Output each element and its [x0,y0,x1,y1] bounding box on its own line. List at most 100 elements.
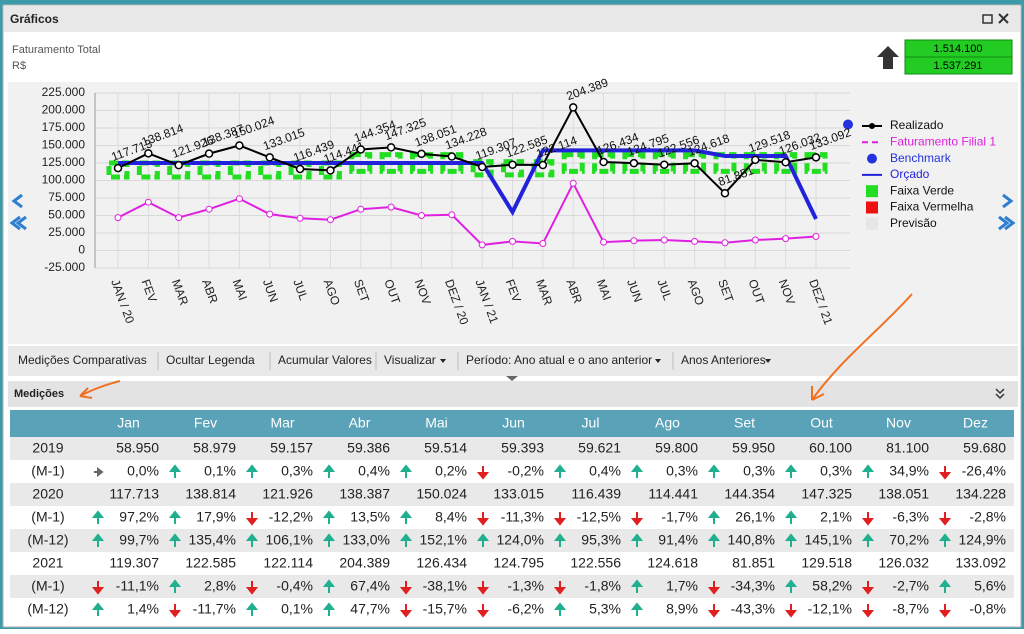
cell: -0,2% [507,463,544,479]
legend-box [866,201,878,214]
line [117,181,817,246]
trend-arrow [784,579,798,593]
first-button[interactable] [9,215,27,231]
trend-arrow [245,602,259,616]
toolbar-button[interactable]: Medições Comparativas [18,353,147,367]
point [721,239,729,247]
cell: 140,8% [728,532,775,548]
prev-button[interactable] [11,193,23,209]
cell: 134.228 [955,486,1006,502]
close-button[interactable] [998,13,1009,24]
point [782,235,790,243]
cell: 59.680 [963,440,1006,456]
legend-label: Previsão [890,216,937,230]
point [114,214,122,222]
trend-arrow [784,533,798,547]
toolbar-button[interactable]: Anos Anteriores [681,353,766,367]
column-header: Out [810,415,833,431]
trend-arrow [91,602,105,616]
next-button[interactable] [1002,193,1014,209]
cell: 8,4% [435,509,467,525]
toolbar-items: Medições Comparativas Ocultar Legenda Acum… [18,352,771,370]
last-button[interactable] [998,215,1016,231]
toolbar-button[interactable]: Visualizar [384,353,436,367]
table-row [10,529,1014,552]
cell: 5,6% [974,578,1006,594]
legend-label: Faixa Verde [890,183,954,197]
expand-button[interactable] [995,388,1005,400]
trend-arrow [245,581,259,595]
trend-arrow [553,512,567,526]
trend-arrow [94,467,104,477]
trend-icon [877,46,899,69]
cell: -43,3% [731,601,775,617]
annotation-arrow [811,293,913,401]
y-tick-label: 150.000 [42,138,86,152]
cell: 13,5% [350,509,390,525]
y-tick-label: 25.000 [48,225,85,239]
annotation-arrow [79,380,121,399]
point [447,152,457,161]
minimize-button[interactable] [982,14,993,24]
trend-arrow [861,581,875,595]
legend-label: Faixa Vermelha [890,200,974,214]
toolbar-button[interactable]: Ocultar Legenda [166,353,255,367]
point [660,160,669,169]
trend-arrow [784,510,798,524]
point [356,145,366,154]
toolbar-button[interactable]: Período: Ano atual e o ano anterior [466,353,652,367]
point [539,240,547,247]
cell: 0,4% [589,463,621,479]
x-tick-label: MAI [594,277,614,302]
cell: 133.092 [955,555,1006,571]
cell: 0,0% [127,463,159,479]
trend-arrow [476,533,490,547]
cell: -0,4% [276,578,313,594]
cell: 97,2% [119,509,159,525]
y-tick-label: 0 [78,243,85,257]
point [691,237,699,245]
cell: 147.325 [801,486,852,502]
point [205,205,213,213]
legend-label: Faturamento Filial 1 [890,134,996,148]
cell: 124,0% [497,532,544,548]
collapse-handle[interactable] [506,376,518,381]
cell: 2,8% [204,578,236,594]
line [118,148,818,220]
trend-arrow [168,464,182,478]
column-header: Jun [502,415,525,431]
trend-arrow [861,512,875,526]
row-label: 2020 [32,486,63,502]
y-tick-label: 175.000 [42,120,86,134]
legend-box [866,185,878,198]
point [265,153,274,162]
cell: 5,3% [589,601,621,617]
cell: 59.157 [270,440,313,456]
cell: 58.950 [116,440,159,456]
point [478,241,486,249]
cell: 145,1% [805,532,852,548]
trend-arrow [476,512,490,526]
trend-arrow [938,533,952,547]
cell: 126.434 [416,555,467,571]
trend-arrow [938,604,952,618]
cell: -6,2% [507,601,544,617]
title-bar [4,6,1020,32]
x-tick-label: JUL [290,277,311,302]
toolbar-button[interactable]: Acumular Valores [278,353,372,367]
cell: 119.307 [109,555,159,571]
cell: 0,3% [820,463,852,479]
cell: -12,2% [269,509,313,525]
cell: 138.051 [878,486,929,502]
benchmark-point [843,119,853,130]
point [357,205,365,213]
column-header: Fev [194,415,217,431]
x-tick-label: JUL [654,277,675,302]
point [295,164,305,174]
cell: 122.114 [263,555,313,571]
y-tick-label: 100.000 [42,173,86,187]
point [811,153,821,162]
unit-label: R$ [12,60,26,72]
y-tick-label: 225.000 [42,85,86,99]
column-header: Mar [270,415,294,431]
